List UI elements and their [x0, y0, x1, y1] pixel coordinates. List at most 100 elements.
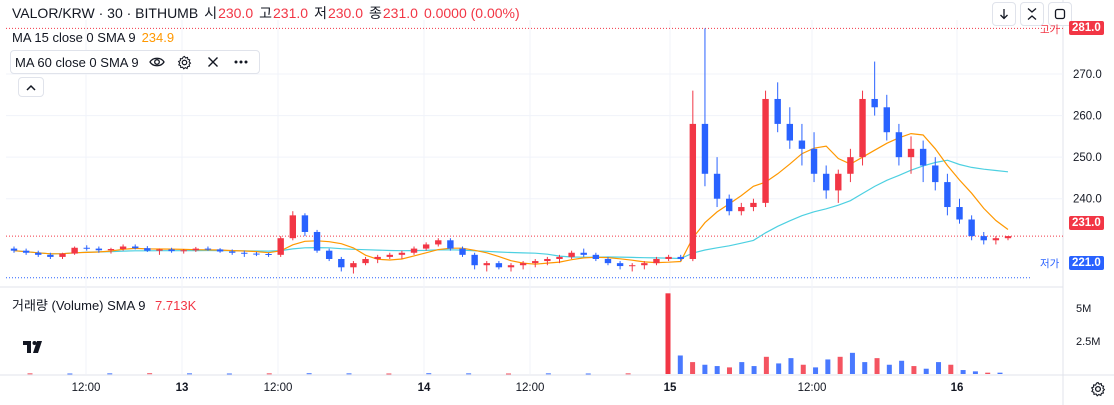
- low-value: 230.0: [327, 5, 363, 21]
- more-options-icon[interactable]: [231, 52, 251, 72]
- volume-bar: [886, 364, 892, 374]
- candle-body: [713, 173, 721, 199]
- close-icon[interactable]: [203, 52, 223, 72]
- time-tick-label: 12:00: [264, 382, 293, 394]
- volume-bar: [726, 367, 732, 374]
- low-marker-label: 저가: [1040, 258, 1060, 270]
- candle-body: [604, 258, 612, 264]
- volume-bar: [466, 373, 472, 375]
- candle-body: [410, 248, 418, 253]
- candle-body: [980, 236, 987, 241]
- volume-bar: [346, 373, 352, 375]
- volume-bar: [306, 373, 312, 375]
- volume-bar: [739, 362, 745, 374]
- volume-bar: [187, 373, 192, 375]
- change-value: 0.0000 (0.00%): [423, 5, 520, 21]
- candle-body: [435, 240, 442, 245]
- arrow-down-icon: [1000, 9, 1008, 20]
- candle-body: [265, 253, 272, 255]
- candle-body: [483, 263, 490, 266]
- candle-body: [107, 249, 115, 251]
- price-tick-label: 250.0: [1073, 152, 1102, 164]
- volume-bar: [763, 356, 769, 374]
- candle-body: [471, 254, 478, 266]
- open-value: 230.0: [218, 5, 254, 21]
- low-price-tag: 221.0: [1069, 256, 1104, 270]
- ma60-legend[interactable]: MA 60 close 0 SMA 9: [10, 50, 260, 74]
- volume-bar: [874, 358, 880, 374]
- candle-body: [847, 157, 854, 174]
- volume-bar: [899, 360, 905, 374]
- candle-body: [277, 238, 284, 255]
- candle-body: [253, 253, 260, 255]
- volume-label: 거래량 (Volume) SMA 9: [12, 298, 146, 313]
- volume-bar: [506, 373, 511, 375]
- volume-bar: [972, 371, 978, 374]
- candle-body: [83, 247, 90, 249]
- candle-body: [725, 198, 733, 212]
- candle-body: [750, 202, 757, 208]
- maximize-pane-button[interactable]: [1048, 2, 1072, 26]
- volume-bar: [714, 366, 720, 374]
- tradingview-logo[interactable]: [18, 334, 50, 360]
- candle-body: [677, 256, 684, 259]
- volume-bar: [266, 373, 272, 375]
- candle-body: [95, 248, 103, 251]
- volume-bar: [426, 373, 432, 375]
- settings-button[interactable]: [1088, 379, 1108, 399]
- time-tick-label: 12:00: [516, 382, 545, 394]
- candle-body: [544, 258, 551, 262]
- volume-bar: [27, 373, 33, 375]
- candle-body: [689, 123, 697, 259]
- candle-body: [992, 238, 1000, 241]
- candle-body: [47, 254, 54, 257]
- gear-icon[interactable]: [175, 52, 195, 72]
- volume-bar: [997, 372, 1003, 374]
- candle-body: [22, 250, 30, 253]
- candle-body: [665, 256, 672, 259]
- candle-body: [532, 261, 539, 264]
- chevron-up-icon: [26, 84, 36, 91]
- eye-icon[interactable]: [147, 52, 167, 72]
- candle-body: [313, 231, 321, 251]
- candle-body: [35, 252, 42, 255]
- candle-body: [629, 265, 636, 267]
- candle-body: [883, 107, 890, 133]
- close-value: 231.0: [382, 5, 418, 21]
- candle-body: [422, 244, 430, 249]
- candle-body: [859, 98, 866, 158]
- volume-bar: [690, 362, 696, 374]
- volume-bar: [985, 372, 991, 374]
- volume-bar: [936, 362, 942, 374]
- volume-bar: [813, 367, 819, 374]
- candle-body: [968, 219, 975, 237]
- candle-body: [580, 252, 587, 255]
- volume-value: 7.713K: [155, 298, 197, 313]
- candle-body: [338, 258, 345, 268]
- candle-body: [495, 263, 503, 268]
- candle-body: [919, 148, 927, 166]
- volume-bar: [776, 363, 782, 374]
- move-down-button[interactable]: [992, 2, 1016, 26]
- candle-body: [132, 246, 139, 249]
- volume-layer: [27, 293, 1003, 375]
- maximize-icon: [1054, 8, 1066, 20]
- collapse-legend-button[interactable]: [18, 77, 44, 97]
- close-label: 종: [369, 5, 382, 21]
- volume-tick-label: 5M: [1076, 303, 1091, 315]
- candle-body: [592, 254, 600, 259]
- candle-body: [216, 249, 224, 252]
- volume-bar: [585, 373, 591, 375]
- ma15-legend[interactable]: MA 15 close 0 SMA 9 234.9: [12, 27, 174, 47]
- candle-body: [10, 248, 18, 251]
- volume-bar: [677, 355, 683, 374]
- collapse-icon: [1027, 8, 1037, 20]
- high-price-tag: 281.0: [1069, 21, 1104, 35]
- time-tick-label: 16: [951, 382, 964, 394]
- candle-body: [798, 140, 806, 149]
- collapse-pane-button[interactable]: [1020, 2, 1044, 26]
- volume-bar: [825, 359, 831, 374]
- volume-legend[interactable]: 거래량 (Volume) SMA 9 7.713K: [12, 295, 196, 314]
